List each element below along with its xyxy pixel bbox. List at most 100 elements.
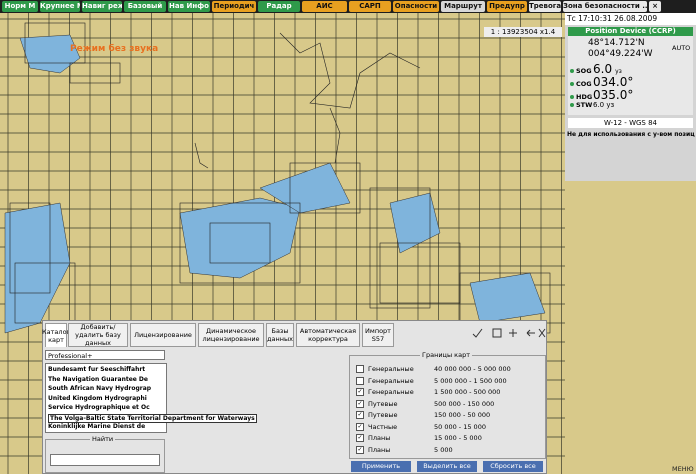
nav-unit: уз: [615, 68, 622, 75]
bound-name: Частные: [368, 422, 398, 431]
toolbar-button[interactable]: Зона безопасности ...: [563, 1, 647, 12]
menu[interactable]: МЕНЮ: [672, 465, 694, 473]
datum: W-12 - WGS 84: [568, 118, 693, 128]
lat: 48°14.712'N: [588, 38, 645, 48]
chart-cells: [4, 34, 546, 334]
toolbar-button[interactable]: Радар: [258, 1, 300, 12]
device: Position Device (CCRP): [568, 27, 693, 36]
bound-name: Генеральные: [368, 388, 414, 396]
nav-value: 035.0°: [593, 88, 634, 102]
tab[interactable]: Импорт S57: [362, 323, 394, 347]
source-list: Bundesamt fur Seeschiffahrt The Navigatio…: [45, 363, 257, 433]
group-label: Границы карт: [420, 351, 472, 359]
bound-range: 5 000 000 - 1 500 000: [434, 376, 507, 385]
toolbar-button[interactable]: АИС: [302, 1, 347, 12]
tab[interactable]: Базы данных: [266, 323, 294, 347]
toolbar-button[interactable]: Предупр: [487, 1, 527, 12]
bound-range: 150 000 - 50 000: [434, 411, 491, 419]
nav-name: SOG: [576, 67, 592, 75]
checkbox[interactable]: ✓: [356, 422, 364, 431]
bound-name: Планы: [368, 445, 391, 454]
bound-range: 500 000 - 150 000: [434, 399, 495, 408]
nav-value: 034.0°: [593, 75, 634, 89]
nav-row: SOG6.0 уз: [570, 62, 622, 76]
list-item[interactable]: Bundesamt fur Seeschiffahrt: [48, 366, 146, 373]
dot: [570, 103, 574, 107]
checkbox[interactable]: [356, 376, 364, 385]
bound-range: 5 000: [434, 445, 453, 454]
bound-name: Путевые: [368, 411, 398, 419]
bound-range: 40 000 000 - 5 000 000: [434, 365, 511, 373]
toolbar-button[interactable]: Опасности: [393, 1, 439, 12]
checkbox[interactable]: ✓: [356, 411, 364, 419]
toolbar-button[interactable]: Периодич: [212, 1, 256, 12]
tab[interactable]: Динамическое лицензирование: [198, 323, 264, 347]
list-item[interactable]: The Navigation Guarantee De: [48, 375, 148, 383]
toolbar-button[interactable]: Крупнее М: [40, 1, 80, 12]
nav-name: COG: [576, 80, 592, 88]
checkbox[interactable]: ✓: [356, 388, 364, 396]
dialog-button[interactable]: Сбросить все: [483, 461, 543, 472]
tab[interactable]: Каталог карт: [42, 323, 70, 347]
tab[interactable]: Лицензирование: [130, 323, 196, 347]
position-panel: Тс 17:10:31 26.08.2009 Position Device (…: [565, 13, 696, 181]
chart-outlines: [9, 22, 551, 334]
scale-box: 1 : 13923504 x1.4: [484, 27, 562, 37]
dialog-button[interactable]: Применить: [351, 461, 411, 472]
toolbar: Норм М Крупнее М Навиг реж Базовый Нав Инфо П…: [0, 0, 696, 13]
nav-row: HDG035.0°: [570, 88, 636, 102]
bound-row: ✓ Планы 5 000: [356, 445, 453, 455]
bound-range: 50 000 - 15 000: [434, 422, 486, 431]
dialog-button[interactable]: Выделить все: [417, 461, 477, 472]
tab[interactable]: Добавить/удалить базу данных: [68, 323, 128, 347]
find-input[interactable]: [50, 454, 160, 466]
lon: 004°49.224'W: [588, 49, 653, 59]
dot: [570, 69, 574, 73]
list-item[interactable]: The Volga-Baltic State Territorial Depar…: [48, 413, 257, 423]
nav-name: HDG: [576, 93, 593, 101]
list-item[interactable]: United Kingdom Hydrographi: [48, 394, 147, 402]
dialog-icons: [472, 328, 546, 338]
checkbox[interactable]: ✓: [356, 445, 364, 454]
bound-name: Генеральные: [368, 376, 414, 385]
toolbar-button[interactable]: Нав Инфо: [168, 1, 210, 12]
chart-catalog-dialog: Каталог карт Добавить/удалить базу данных…: [42, 320, 547, 474]
warning: Не для использования с у-вом позиц: [567, 131, 695, 138]
toolbar-button[interactable]: Тревога: [529, 1, 561, 12]
bound-name: Генеральные: [368, 365, 414, 373]
checkbox[interactable]: [356, 365, 364, 373]
bound-name: Путевые: [368, 399, 398, 408]
dropdown[interactable]: Professional+: [45, 350, 165, 360]
nav-row: STW6.0 уз: [570, 101, 617, 109]
bound-name: Планы: [368, 434, 391, 442]
bound-row: ✓ Путевые 500 000 - 150 000: [356, 399, 494, 409]
list-item[interactable]: South African Navy Hydrograp: [48, 385, 152, 392]
toolbar-button[interactable]: Норм М: [2, 1, 38, 12]
sound-notice: Режим без звука: [70, 44, 159, 54]
bound-row: Генеральные 5 000 000 - 1 500 000: [356, 376, 507, 386]
checkbox[interactable]: ✓: [356, 399, 364, 408]
bounds-group: Границы карт Генеральные 40 000 000 - 5 0…: [349, 351, 546, 459]
bound-row: ✓ Генеральные 1 500 000 - 500 000: [356, 387, 500, 397]
list-item[interactable]: Koninklijke Marine Dienst de: [48, 423, 146, 430]
bound-row: ✓ Путевые 150 000 - 50 000: [356, 410, 490, 420]
bound-row: Генеральные 40 000 000 - 5 000 000: [356, 364, 511, 374]
find-group: Найти: [45, 435, 165, 473]
time: Тс 17:10:31 26.08.2009: [565, 13, 696, 25]
list-item[interactable]: Service Hydrographique et Oc: [48, 404, 150, 411]
tab[interactable]: Автоматическая корректура: [296, 323, 360, 347]
mode: AUTO: [672, 44, 691, 52]
toolbar-button[interactable]: ×: [649, 1, 661, 12]
toolbar-button[interactable]: Маршрут: [441, 1, 485, 12]
toolbar-button[interactable]: САРП: [349, 1, 391, 12]
checkbox[interactable]: ✓: [356, 434, 364, 442]
nav-row: COG034.0°: [570, 75, 636, 89]
bound-range: 15 000 - 5 000: [434, 434, 482, 442]
find-label: Найти: [90, 435, 116, 443]
dot: [570, 82, 574, 86]
bound-row: ✓ Частные 50 000 - 15 000: [356, 422, 486, 432]
toolbar-button[interactable]: Базовый: [124, 1, 166, 12]
toolbar-button[interactable]: Навиг реж: [82, 1, 122, 12]
position-box: Position Device (CCRP) 48°14.712'N 004°4…: [568, 27, 693, 115]
